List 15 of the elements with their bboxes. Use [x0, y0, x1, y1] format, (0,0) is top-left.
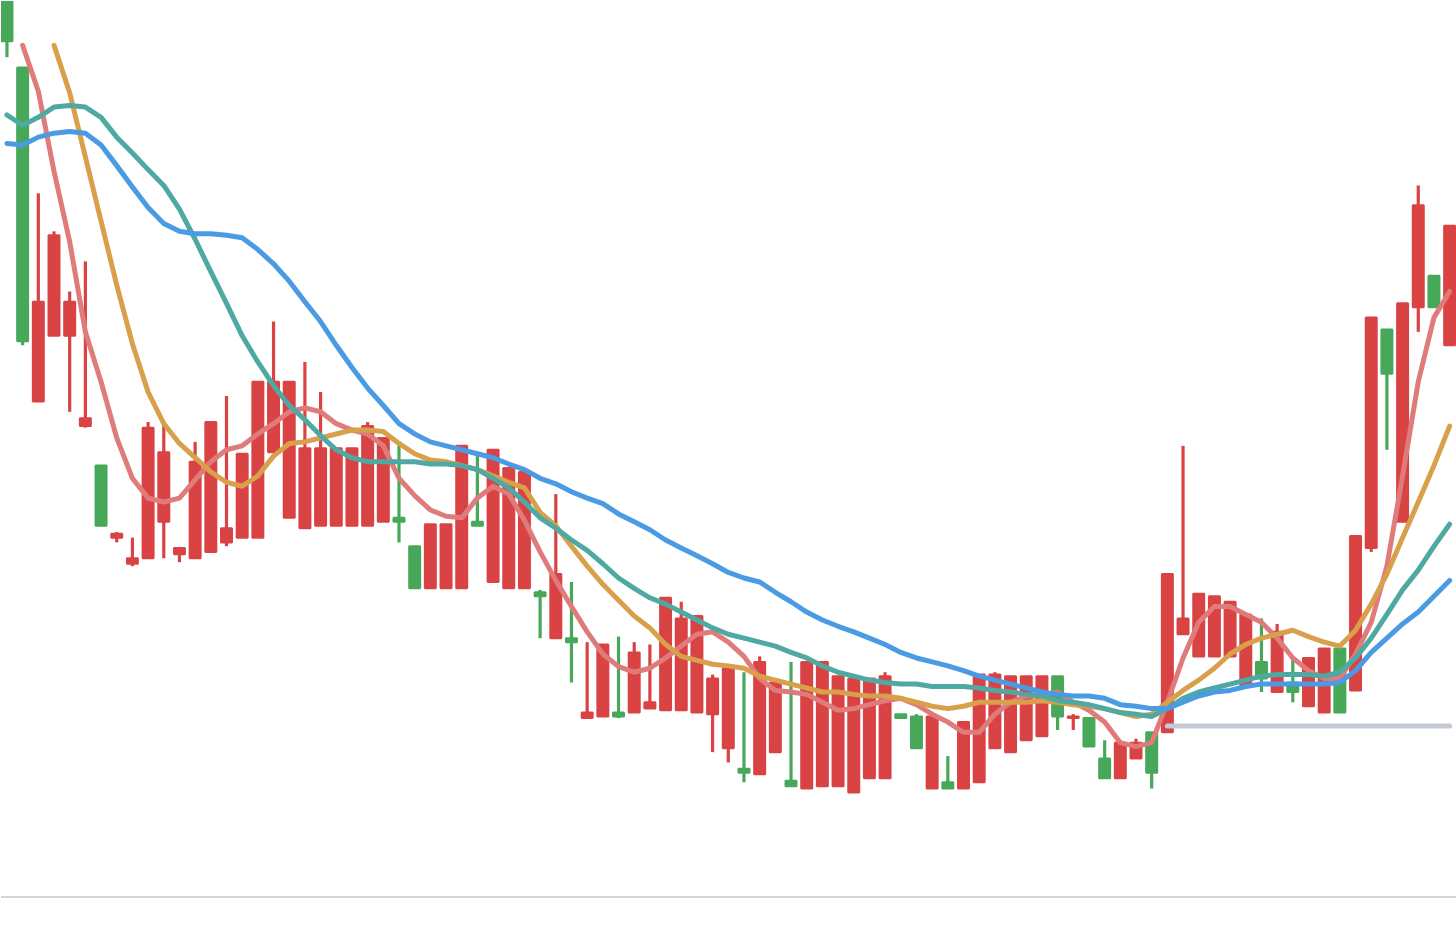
candlestick [941, 754, 955, 791]
candlestick [784, 660, 798, 788]
candlestick [78, 259, 92, 430]
candlestick [1098, 738, 1112, 780]
candlestick [1082, 717, 1096, 748]
candlestick [612, 634, 626, 720]
candlestick [1380, 327, 1394, 452]
candlestick [392, 440, 406, 544]
candlestick [1427, 274, 1441, 309]
candlestick [533, 588, 547, 640]
candlestick [408, 545, 422, 590]
candlestick [737, 670, 751, 784]
candlestick [564, 580, 578, 685]
candlestick [1, 1, 14, 59]
candlestick [470, 450, 484, 528]
